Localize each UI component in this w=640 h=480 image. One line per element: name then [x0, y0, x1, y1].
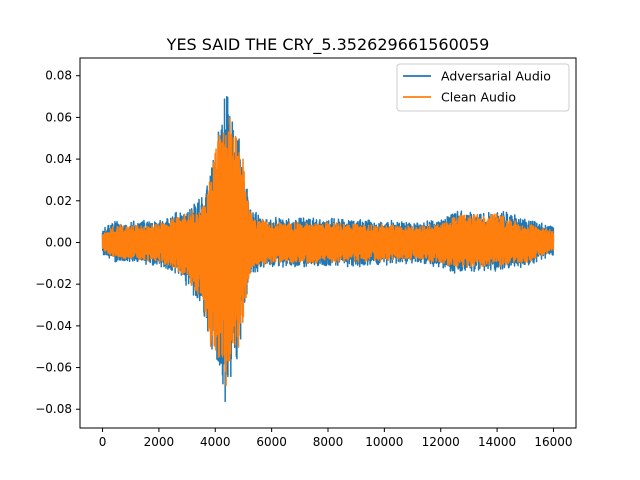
y-axis: −0.08 −0.06 −0.04 −0.02 0.00 0.02 0.04 0.06 0.08	[35, 69, 80, 416]
x-tick-label: 2000	[144, 435, 175, 449]
legend-label-clean: Clean Audio	[441, 90, 516, 105]
y-tick-label: 0.02	[45, 194, 72, 208]
y-tick-label: −0.06	[35, 361, 72, 375]
legend-box	[396, 63, 570, 112]
x-tick-label: 6000	[256, 435, 287, 449]
x-tick-label: 10000	[365, 435, 403, 449]
x-tick-label: 8000	[313, 435, 344, 449]
y-tick-label: 0.04	[45, 152, 72, 166]
series-line-clean	[101, 117, 555, 387]
y-tick-label: 0.06	[45, 110, 72, 124]
series-layer	[101, 95, 555, 403]
legend: Adversarial Audio Clean Audio	[396, 63, 570, 112]
legend-label-adversarial: Adversarial Audio	[441, 69, 551, 84]
x-tick-label: 4000	[200, 435, 231, 449]
y-tick-label: −0.08	[35, 402, 72, 416]
x-tick-label: 12000	[422, 435, 460, 449]
x-tick-label: 0	[99, 435, 107, 449]
y-tick-label: 0.00	[45, 235, 72, 249]
x-tick-label: 16000	[534, 435, 572, 449]
y-tick-label: −0.04	[35, 319, 72, 333]
x-axis: 0 2000 4000 6000 8000 10000 12000 14000 16000	[99, 428, 573, 449]
y-tick-label: 0.08	[45, 69, 72, 83]
chart-title: YES SAID THE CRY_5.352629661560059	[166, 35, 490, 55]
x-tick-label: 14000	[478, 435, 516, 449]
y-tick-label: −0.02	[35, 277, 72, 291]
